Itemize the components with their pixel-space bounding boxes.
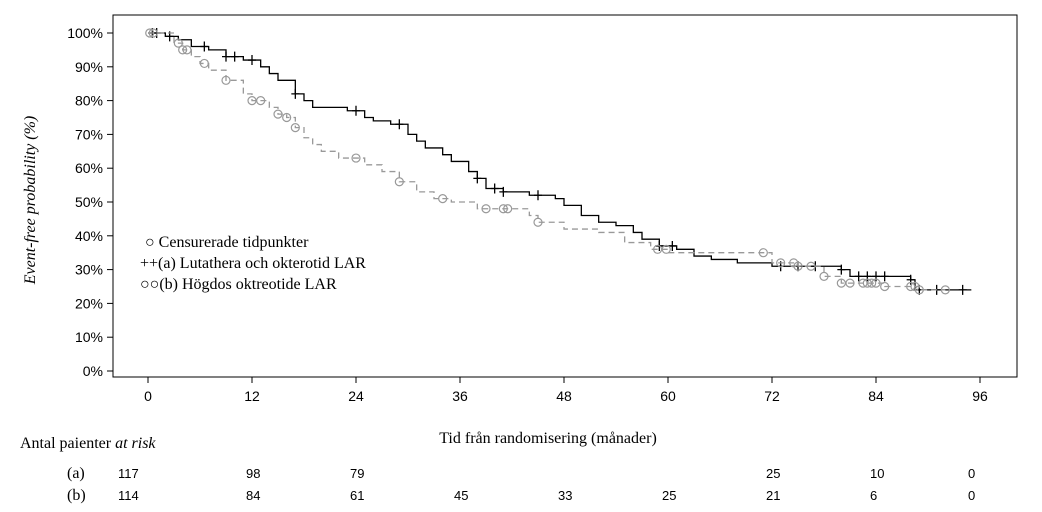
censor-mark-plus bbox=[854, 271, 863, 282]
at-risk-value: 0 bbox=[968, 466, 975, 481]
censor-mark-circle bbox=[273, 109, 283, 119]
censor-mark-circle bbox=[394, 177, 404, 187]
censor-mark-circle bbox=[503, 204, 513, 214]
censor-mark-circle bbox=[940, 285, 950, 295]
censor-mark-circle bbox=[533, 217, 543, 227]
censor-mark-circle bbox=[182, 45, 192, 55]
censor-mark-circle bbox=[914, 285, 924, 295]
censor-mark-plus bbox=[248, 55, 256, 66]
censor-mark-plus bbox=[352, 105, 360, 116]
censor-mark-plus bbox=[291, 88, 300, 99]
at-risk-value: 33 bbox=[558, 488, 572, 503]
censor-mark-plus bbox=[958, 284, 967, 295]
x-tick-label: 0 bbox=[144, 388, 152, 404]
y-tick-label: 0% bbox=[83, 363, 103, 379]
at-risk-value: 10 bbox=[870, 466, 884, 481]
x-axis-label: Tid från randomisering (månader) bbox=[439, 430, 657, 447]
x-tick-label: 72 bbox=[764, 388, 780, 404]
plot-frame bbox=[112, 14, 1018, 378]
at-risk-value: 114 bbox=[118, 488, 139, 503]
censor-mark-circle bbox=[282, 112, 292, 123]
censor-mark-circle bbox=[148, 28, 158, 38]
y-tick-label: 20% bbox=[75, 295, 103, 311]
legend-entry-a: ++(a) Lutathera och okterotid LAR bbox=[140, 255, 366, 272]
censor-mark-circle bbox=[845, 278, 855, 288]
x-tick-label: 24 bbox=[348, 388, 364, 404]
y-tick-label: 50% bbox=[75, 194, 103, 210]
censor-mark-plus bbox=[222, 51, 230, 62]
km-curve-b bbox=[148, 32, 946, 291]
at-risk-value: 25 bbox=[766, 466, 780, 481]
y-tick-label: 90% bbox=[75, 59, 103, 75]
censor-mark-circle bbox=[793, 261, 803, 271]
censor-mark-circle bbox=[819, 271, 829, 281]
censor-mark-circle bbox=[880, 281, 890, 292]
y-tick-label: 80% bbox=[75, 93, 103, 109]
x-tick-label: 36 bbox=[452, 388, 468, 404]
legend-entry-b: ○○(b) Högdos oktreotide LAR bbox=[140, 276, 337, 293]
at-risk-value: 61 bbox=[350, 488, 364, 503]
x-tick-label: 84 bbox=[868, 388, 884, 404]
at-risk-value: 6 bbox=[870, 488, 877, 503]
km-curve-a bbox=[148, 32, 972, 291]
y-axis-label: Event-free probability (%) bbox=[22, 116, 39, 286]
at-risk-value: 21 bbox=[766, 488, 780, 503]
censor-mark-circle bbox=[481, 204, 491, 214]
y-tick-label: 100% bbox=[67, 25, 103, 41]
censor-mark-circle bbox=[256, 95, 266, 106]
censor-mark-plus bbox=[880, 271, 889, 282]
y-tick-label: 30% bbox=[75, 262, 103, 278]
censor-mark-circle bbox=[862, 278, 872, 288]
censor-mark-circle bbox=[758, 248, 768, 258]
censor-mark-circle bbox=[221, 75, 231, 85]
censor-mark-circle bbox=[498, 204, 508, 214]
x-tick-label: 48 bbox=[556, 388, 572, 404]
censor-mark-circle bbox=[178, 45, 188, 55]
censor-mark-circle bbox=[806, 261, 816, 271]
censor-mark-plus bbox=[200, 41, 209, 52]
legend-entry-censored: ○ Censurerade tidpunkter bbox=[145, 234, 309, 251]
x-tick-label: 60 bbox=[660, 388, 676, 404]
at-risk-value: 45 bbox=[454, 488, 468, 503]
censor-mark-plus bbox=[837, 264, 846, 275]
censor-mark-circle bbox=[661, 244, 671, 254]
censor-mark-circle bbox=[836, 278, 846, 288]
censor-mark-circle bbox=[652, 244, 663, 254]
censor-mark-circle bbox=[867, 278, 877, 288]
censor-mark-circle bbox=[247, 95, 257, 106]
censor-mark-plus bbox=[534, 190, 542, 201]
censor-mark-plus bbox=[473, 173, 482, 184]
at-risk-value: 84 bbox=[246, 488, 260, 503]
censor-mark-circle bbox=[145, 28, 155, 38]
y-tick-label: 60% bbox=[75, 160, 103, 176]
censor-mark-circle bbox=[871, 278, 881, 288]
at-risk-row-label: (b) bbox=[67, 487, 86, 504]
censor-mark-circle bbox=[173, 38, 183, 48]
y-tick-label: 40% bbox=[75, 228, 103, 244]
at-risk-value: 0 bbox=[968, 488, 975, 503]
x-tick-label: 12 bbox=[244, 388, 260, 404]
x-tick-label: 96 bbox=[972, 388, 988, 404]
y-tick-label: 70% bbox=[75, 126, 103, 142]
censor-mark-circle bbox=[776, 258, 786, 268]
at-risk-value: 79 bbox=[350, 466, 364, 481]
at-risk-row-label: (a) bbox=[67, 465, 85, 482]
at-risk-value: 117 bbox=[118, 466, 139, 481]
y-tick-label: 10% bbox=[75, 329, 103, 345]
censor-mark-plus bbox=[490, 183, 499, 194]
censor-mark-circle bbox=[351, 153, 361, 163]
censor-mark-circle bbox=[906, 281, 916, 292]
censor-mark-plus bbox=[230, 51, 239, 62]
censor-mark-circle bbox=[438, 194, 448, 204]
censor-mark-circle bbox=[199, 58, 209, 69]
censor-mark-plus bbox=[499, 186, 508, 197]
at-risk-value: 98 bbox=[246, 466, 260, 481]
at-risk-title: Antal paienter at risk bbox=[20, 435, 156, 452]
censor-mark-circle bbox=[290, 123, 300, 133]
censor-mark-plus bbox=[668, 240, 677, 251]
censor-mark-circle bbox=[858, 278, 868, 288]
at-risk-value: 25 bbox=[662, 488, 676, 503]
censor-mark-plus bbox=[395, 119, 404, 130]
